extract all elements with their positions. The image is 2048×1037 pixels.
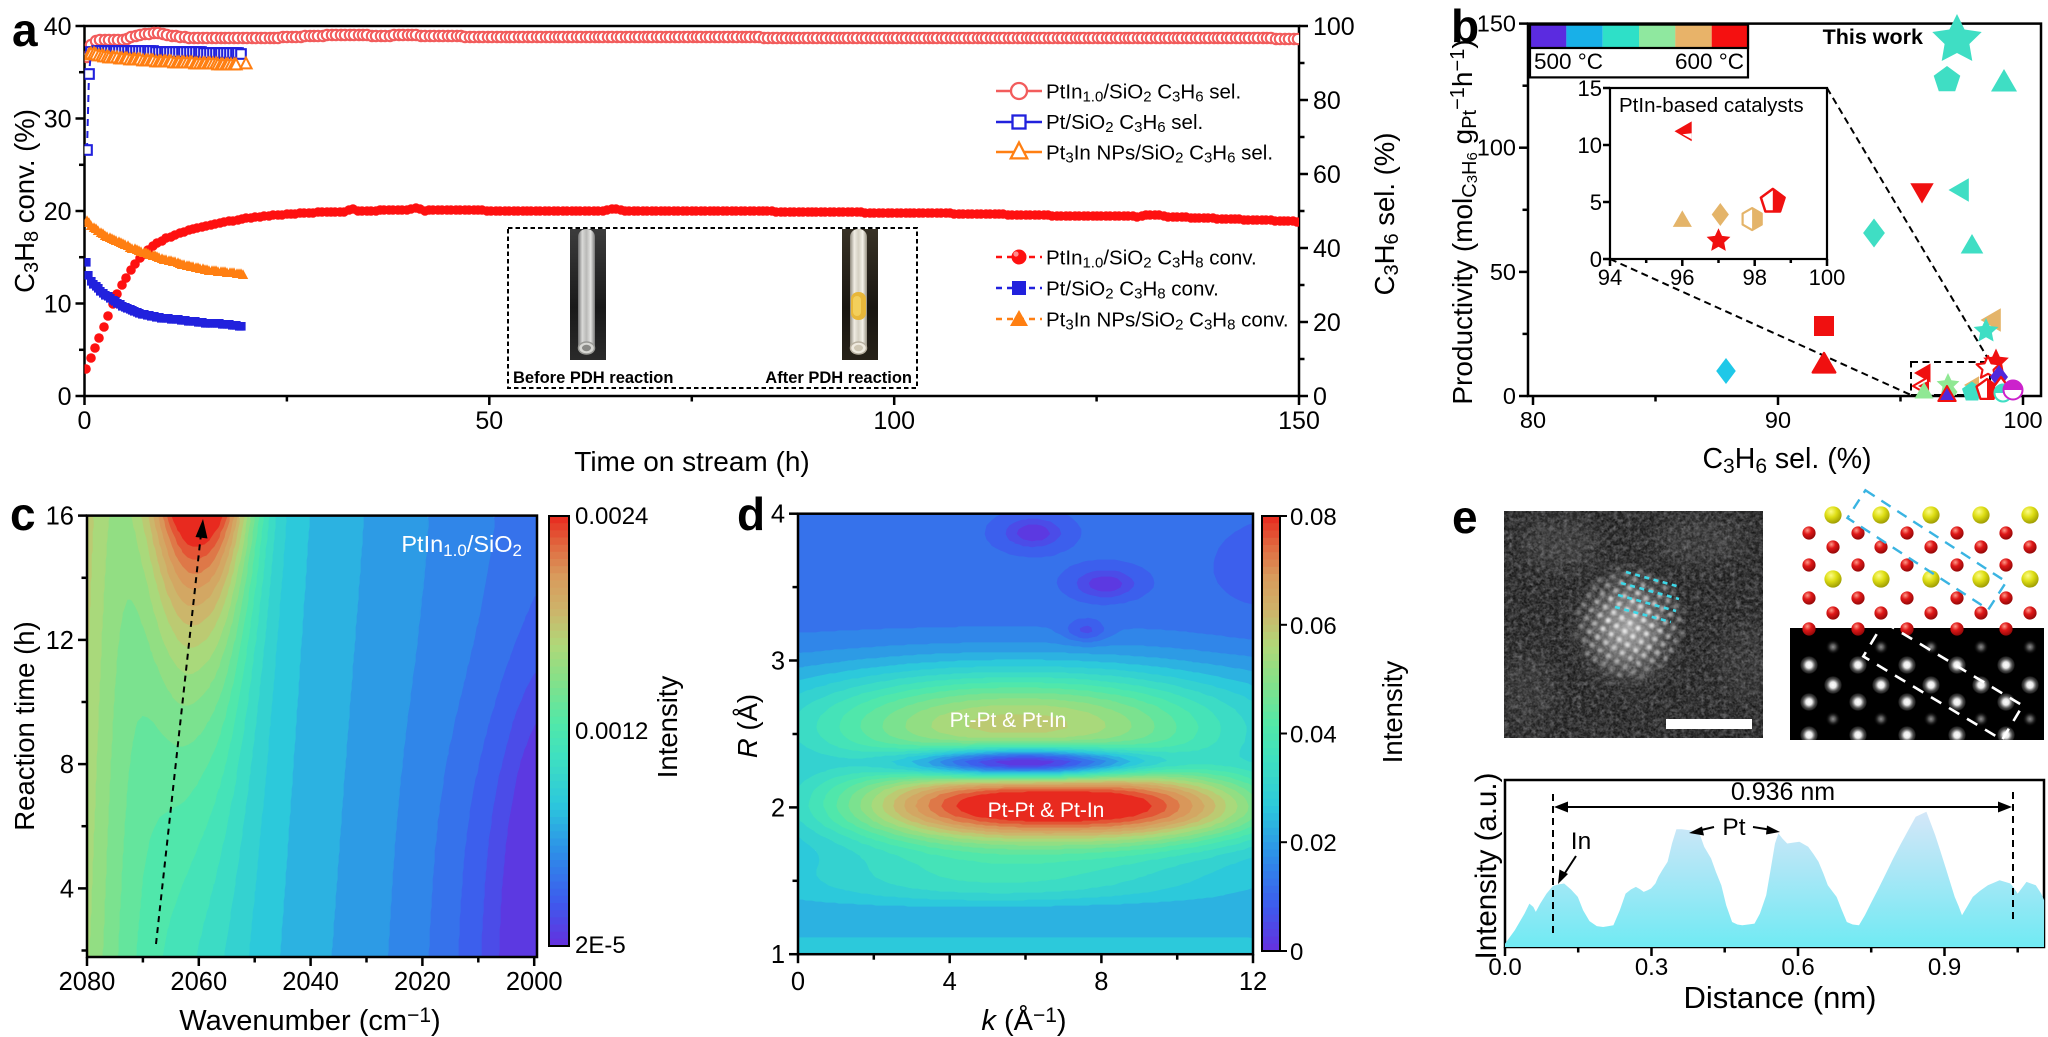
- svg-text:100: 100: [2003, 407, 2042, 433]
- svg-text:16: 16: [46, 503, 74, 531]
- svg-text:100: 100: [1477, 135, 1516, 161]
- svg-text:Pt/SiO2 C3H8 conv.: Pt/SiO2 C3H8 conv.: [1046, 278, 1219, 303]
- svg-text:98: 98: [1742, 265, 1766, 290]
- svg-text:C3H8 conv. (%): C3H8 conv. (%): [9, 109, 43, 293]
- svg-text:0.08: 0.08: [1290, 504, 1337, 531]
- svg-text:R (Å): R (Å): [732, 694, 763, 758]
- svg-text:100: 100: [873, 407, 915, 435]
- svg-text:8: 8: [1094, 968, 1108, 996]
- svg-text:Reaction time (h): Reaction time (h): [9, 621, 40, 830]
- svg-text:a: a: [12, 4, 38, 56]
- svg-text:8: 8: [60, 751, 74, 779]
- svg-text:Before PDH reaction: Before PDH reaction: [513, 369, 673, 387]
- svg-text:0.02: 0.02: [1290, 830, 1337, 857]
- svg-text:b: b: [1451, 0, 1479, 52]
- svg-text:100: 100: [1809, 265, 1846, 290]
- svg-text:15: 15: [1578, 76, 1602, 101]
- svg-text:90: 90: [1765, 407, 1791, 433]
- svg-text:80: 80: [1520, 407, 1546, 433]
- svg-text:20: 20: [44, 198, 72, 226]
- svg-text:100: 100: [1313, 13, 1355, 41]
- svg-text:Wavenumber (cm−1): Wavenumber (cm−1): [179, 1004, 440, 1037]
- svg-text:2E-5: 2E-5: [575, 932, 626, 959]
- svg-text:10: 10: [1578, 133, 1602, 158]
- svg-text:4: 4: [60, 875, 74, 903]
- svg-text:0: 0: [1290, 939, 1303, 966]
- svg-text:Pt3In NPs/SiO2 C3H8 conv.: Pt3In NPs/SiO2 C3H8 conv.: [1046, 309, 1289, 334]
- svg-text:0.3: 0.3: [1635, 954, 1668, 981]
- svg-text:Pt3In NPs/SiO2 C3H6 sel.: Pt3In NPs/SiO2 C3H6 sel.: [1046, 142, 1273, 167]
- svg-text:Time on stream (h): Time on stream (h): [574, 446, 809, 477]
- svg-text:50: 50: [1490, 259, 1516, 285]
- svg-text:60: 60: [1313, 161, 1341, 189]
- svg-text:30: 30: [44, 106, 72, 134]
- svg-text:0.04: 0.04: [1290, 722, 1337, 749]
- svg-text:0.0024: 0.0024: [575, 503, 648, 530]
- svg-text:2080: 2080: [59, 968, 116, 996]
- svg-text:0: 0: [1503, 383, 1516, 409]
- svg-text:0: 0: [791, 968, 805, 996]
- svg-text:50: 50: [475, 407, 503, 435]
- svg-text:0: 0: [1590, 247, 1602, 272]
- svg-text:1: 1: [771, 941, 785, 969]
- svg-text:40: 40: [44, 13, 72, 41]
- svg-text:12: 12: [46, 627, 74, 655]
- svg-text:12: 12: [1239, 968, 1267, 996]
- svg-text:Distance (nm): Distance (nm): [1684, 980, 1877, 1015]
- svg-text:150: 150: [1278, 407, 1320, 435]
- svg-text:2060: 2060: [170, 968, 227, 996]
- svg-text:500 °C: 500 °C: [1534, 49, 1603, 74]
- svg-text:20: 20: [1313, 309, 1341, 337]
- svg-text:c: c: [10, 488, 36, 540]
- svg-text:After PDH reaction: After PDH reaction: [765, 369, 912, 387]
- svg-text:Pt/SiO2 C3H6 sel.: Pt/SiO2 C3H6 sel.: [1046, 111, 1203, 136]
- svg-text:2000: 2000: [506, 968, 563, 996]
- svg-text:96: 96: [1670, 265, 1694, 290]
- svg-text:0: 0: [58, 383, 72, 411]
- svg-text:C3H6 sel. (%): C3H6 sel. (%): [1702, 443, 1871, 478]
- svg-text:0.936 nm: 0.936 nm: [1731, 778, 1835, 806]
- svg-text:0.6: 0.6: [1781, 954, 1814, 981]
- svg-text:This work: This work: [1823, 25, 1923, 49]
- svg-text:2: 2: [771, 794, 785, 822]
- svg-text:0: 0: [1313, 383, 1327, 411]
- svg-text:d: d: [737, 488, 765, 540]
- svg-text:Intensity: Intensity: [652, 676, 683, 779]
- svg-text:3: 3: [771, 648, 785, 676]
- svg-text:150: 150: [1477, 11, 1516, 37]
- svg-text:4: 4: [771, 501, 785, 529]
- svg-text:10: 10: [44, 291, 72, 319]
- svg-text:5: 5: [1590, 190, 1602, 215]
- svg-text:2040: 2040: [282, 968, 339, 996]
- svg-text:PtIn1.0/SiO2 C3H8 conv.: PtIn1.0/SiO2 C3H8 conv.: [1046, 247, 1257, 272]
- svg-text:0: 0: [78, 407, 92, 435]
- svg-text:PtIn1.0/SiO2: PtIn1.0/SiO2: [401, 531, 522, 560]
- svg-text:4: 4: [943, 968, 957, 996]
- svg-text:0.0: 0.0: [1488, 954, 1521, 981]
- svg-text:e: e: [1452, 491, 1478, 543]
- svg-text:0.9: 0.9: [1928, 954, 1961, 981]
- svg-text:0.06: 0.06: [1290, 613, 1337, 640]
- svg-text:600 °C: 600 °C: [1675, 49, 1744, 74]
- svg-text:Pt: Pt: [1722, 814, 1745, 841]
- svg-text:Intensity (a.u.): Intensity (a.u.): [1470, 773, 1503, 960]
- svg-text:94: 94: [1598, 265, 1622, 290]
- svg-text:PtIn-based catalysts: PtIn-based catalysts: [1619, 94, 1804, 117]
- svg-text:2020: 2020: [394, 968, 451, 996]
- svg-text:0.0012: 0.0012: [575, 718, 648, 745]
- svg-text:Pt-Pt & Pt-In: Pt-Pt & Pt-In: [988, 799, 1105, 822]
- svg-text:Pt-Pt & Pt-In: Pt-Pt & Pt-In: [950, 709, 1067, 732]
- svg-text:80: 80: [1313, 87, 1341, 115]
- svg-text:40: 40: [1313, 235, 1341, 263]
- svg-text:In: In: [1571, 828, 1591, 855]
- svg-text:Intensity: Intensity: [1377, 661, 1408, 764]
